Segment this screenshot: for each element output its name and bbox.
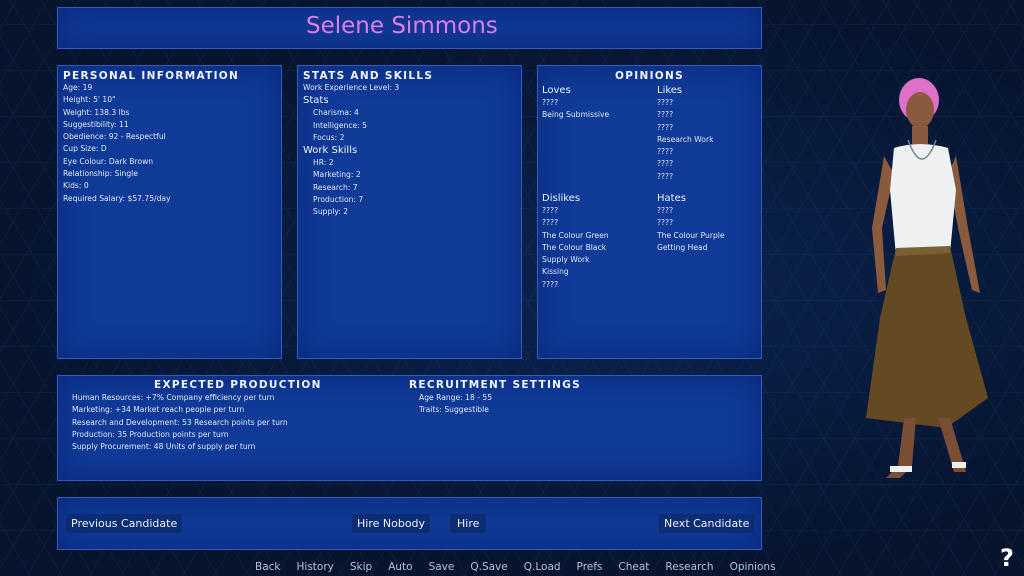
- list-item: Relationship: Single: [63, 169, 138, 179]
- list-item: Age: 19: [63, 83, 93, 92]
- production-heading: Expected Production: [154, 379, 322, 391]
- opinions-heading: Opinions: [615, 70, 684, 82]
- list-item: Focus: 2: [313, 132, 345, 142]
- list-item: Supply: 2: [313, 207, 349, 217]
- loves-label: Loves: [542, 85, 571, 96]
- list-item: Getting Head: [657, 242, 708, 252]
- next-candidate-button[interactable]: Next Candidate: [659, 514, 755, 533]
- list-item: Weight: 138.3 lbs: [63, 107, 130, 117]
- stats-list: Charisma: 4 Intelligence: 5 Focus: 2: [303, 107, 516, 144]
- list-item: Supply Work: [542, 255, 590, 265]
- list-item: Required Salary: $57.75/day: [63, 193, 171, 203]
- likes-label: Likes: [657, 85, 683, 96]
- list-item: Marketing: +34 Market reach people per t…: [72, 405, 245, 415]
- list-item: The Colour Green: [542, 230, 609, 240]
- menu-skip[interactable]: Skip: [349, 561, 373, 573]
- stats-label: Stats: [303, 95, 329, 107]
- menu-qsave[interactable]: Q.Save: [470, 561, 508, 573]
- list-item: ????: [657, 122, 674, 132]
- production-list: Human Resources: +7% Company efficiency …: [72, 392, 288, 453]
- list-item: Age Range: 18 - 55: [419, 393, 493, 402]
- menu-prefs[interactable]: Prefs: [576, 561, 603, 573]
- menu-research[interactable]: Research: [665, 561, 714, 573]
- list-item: Production: 35 Production points per tur…: [72, 429, 229, 439]
- menu-opinions[interactable]: Opinions: [729, 561, 776, 573]
- list-item: Intelligence: 5: [313, 120, 367, 130]
- personal-info-list: Age: 19 Height: 5' 10" Weight: 138.3 lbs Su…: [63, 82, 276, 205]
- list-item: Being Submissive: [542, 110, 610, 120]
- list-item: ????: [657, 159, 674, 169]
- list-item: ????: [542, 206, 559, 215]
- list-item: Height: 5' 10": [63, 95, 116, 105]
- menu-cheat[interactable]: Cheat: [618, 561, 650, 573]
- list-item: Cup Size: D: [63, 144, 107, 154]
- list-item: The Colour Purple: [657, 230, 725, 240]
- work-skills-label: Work Skills: [303, 145, 358, 157]
- list-item: Research Work: [657, 134, 714, 144]
- list-item: ????: [657, 147, 674, 157]
- list-item: Kissing: [542, 267, 569, 277]
- list-item: Traits: Suggestible: [419, 405, 489, 415]
- list-item: Production: 7: [313, 195, 364, 205]
- dislikes-label: Dislikes: [542, 193, 581, 204]
- list-item: Human Resources: +7% Company efficiency …: [72, 393, 275, 402]
- previous-candidate-button[interactable]: Previous Candidate: [66, 514, 183, 533]
- menu-save[interactable]: Save: [428, 561, 455, 573]
- likes-list: ???????????? Research Work????????????: [657, 97, 761, 183]
- opinions-panel: Opinions Loves???? Being Submissive Likes…: [537, 65, 762, 359]
- list-item: ????: [657, 98, 674, 107]
- list-item: HR: 2: [313, 158, 334, 168]
- actions-panel: Previous Candidate Hire Nobody Hire Next…: [57, 497, 762, 550]
- list-item: ????: [657, 218, 674, 228]
- production-panel: Expected Production Human Resources: +7%…: [57, 375, 762, 481]
- list-item: Kids: 0: [63, 181, 89, 191]
- stats-heading: Stats and Skills: [303, 70, 434, 82]
- menu-qload[interactable]: Q.Load: [523, 561, 561, 573]
- list-item: Supply Procurement: 48 Units of supply p…: [72, 442, 256, 452]
- recruitment-heading: Recruitment Settings: [409, 379, 582, 391]
- menu-back[interactable]: Back: [255, 561, 281, 573]
- menu-auto[interactable]: Auto: [388, 561, 413, 573]
- list-item: Suggestibility: 11: [63, 119, 129, 129]
- name-panel: Selene Simmons: [57, 7, 762, 49]
- stats-panel: Stats and Skills Work Experience Level: …: [297, 65, 522, 359]
- hire-nobody-button[interactable]: Hire Nobody: [352, 514, 431, 533]
- personal-info-panel: Personal Information Age: 19 Height: 5' 1…: [57, 65, 282, 359]
- list-item: ????: [542, 218, 559, 228]
- recruitment-list: Age Range: 18 - 55 Traits: Suggestible: [419, 392, 492, 417]
- personal-info-heading: Personal Information: [63, 70, 240, 82]
- hire-button[interactable]: Hire: [450, 514, 487, 533]
- list-item: ????: [657, 206, 674, 215]
- dislikes-list: ???????? The Colour Green The Colour Black…: [542, 205, 652, 291]
- list-item: Charisma: 4: [313, 108, 359, 118]
- skills-list: HR: 2 Marketing: 2 Research: 7 Production: …: [303, 157, 516, 218]
- menu-history[interactable]: History: [296, 561, 334, 573]
- list-item: ????: [542, 279, 559, 289]
- hates-list: ???????? The Colour Purple Getting Head: [657, 205, 761, 254]
- help-icon[interactable]: ?: [1000, 544, 1014, 572]
- list-item: ????: [657, 110, 674, 120]
- list-item: Obedience: 92 - Respectful: [63, 132, 166, 142]
- list-item: Research: 7: [313, 182, 358, 192]
- list-item: Eye Colour: Dark Brown: [63, 156, 154, 166]
- candidate-name: Selene Simmons: [306, 13, 498, 39]
- list-item: ????: [657, 171, 674, 181]
- quick-menu: Back History Skip Auto Save Q.Save Q.Loa…: [255, 561, 792, 573]
- candidate-portrait: [866, 78, 988, 478]
- list-item: The Colour Black: [542, 242, 607, 252]
- list-item: Research and Development: 53 Research po…: [72, 417, 288, 427]
- list-item: ????: [542, 98, 559, 107]
- work-experience: Work Experience Level: 3: [303, 83, 400, 92]
- list-item: Marketing: 2: [313, 170, 361, 180]
- hates-label: Hates: [657, 193, 686, 204]
- loves-list: ???? Being Submissive: [542, 97, 652, 122]
